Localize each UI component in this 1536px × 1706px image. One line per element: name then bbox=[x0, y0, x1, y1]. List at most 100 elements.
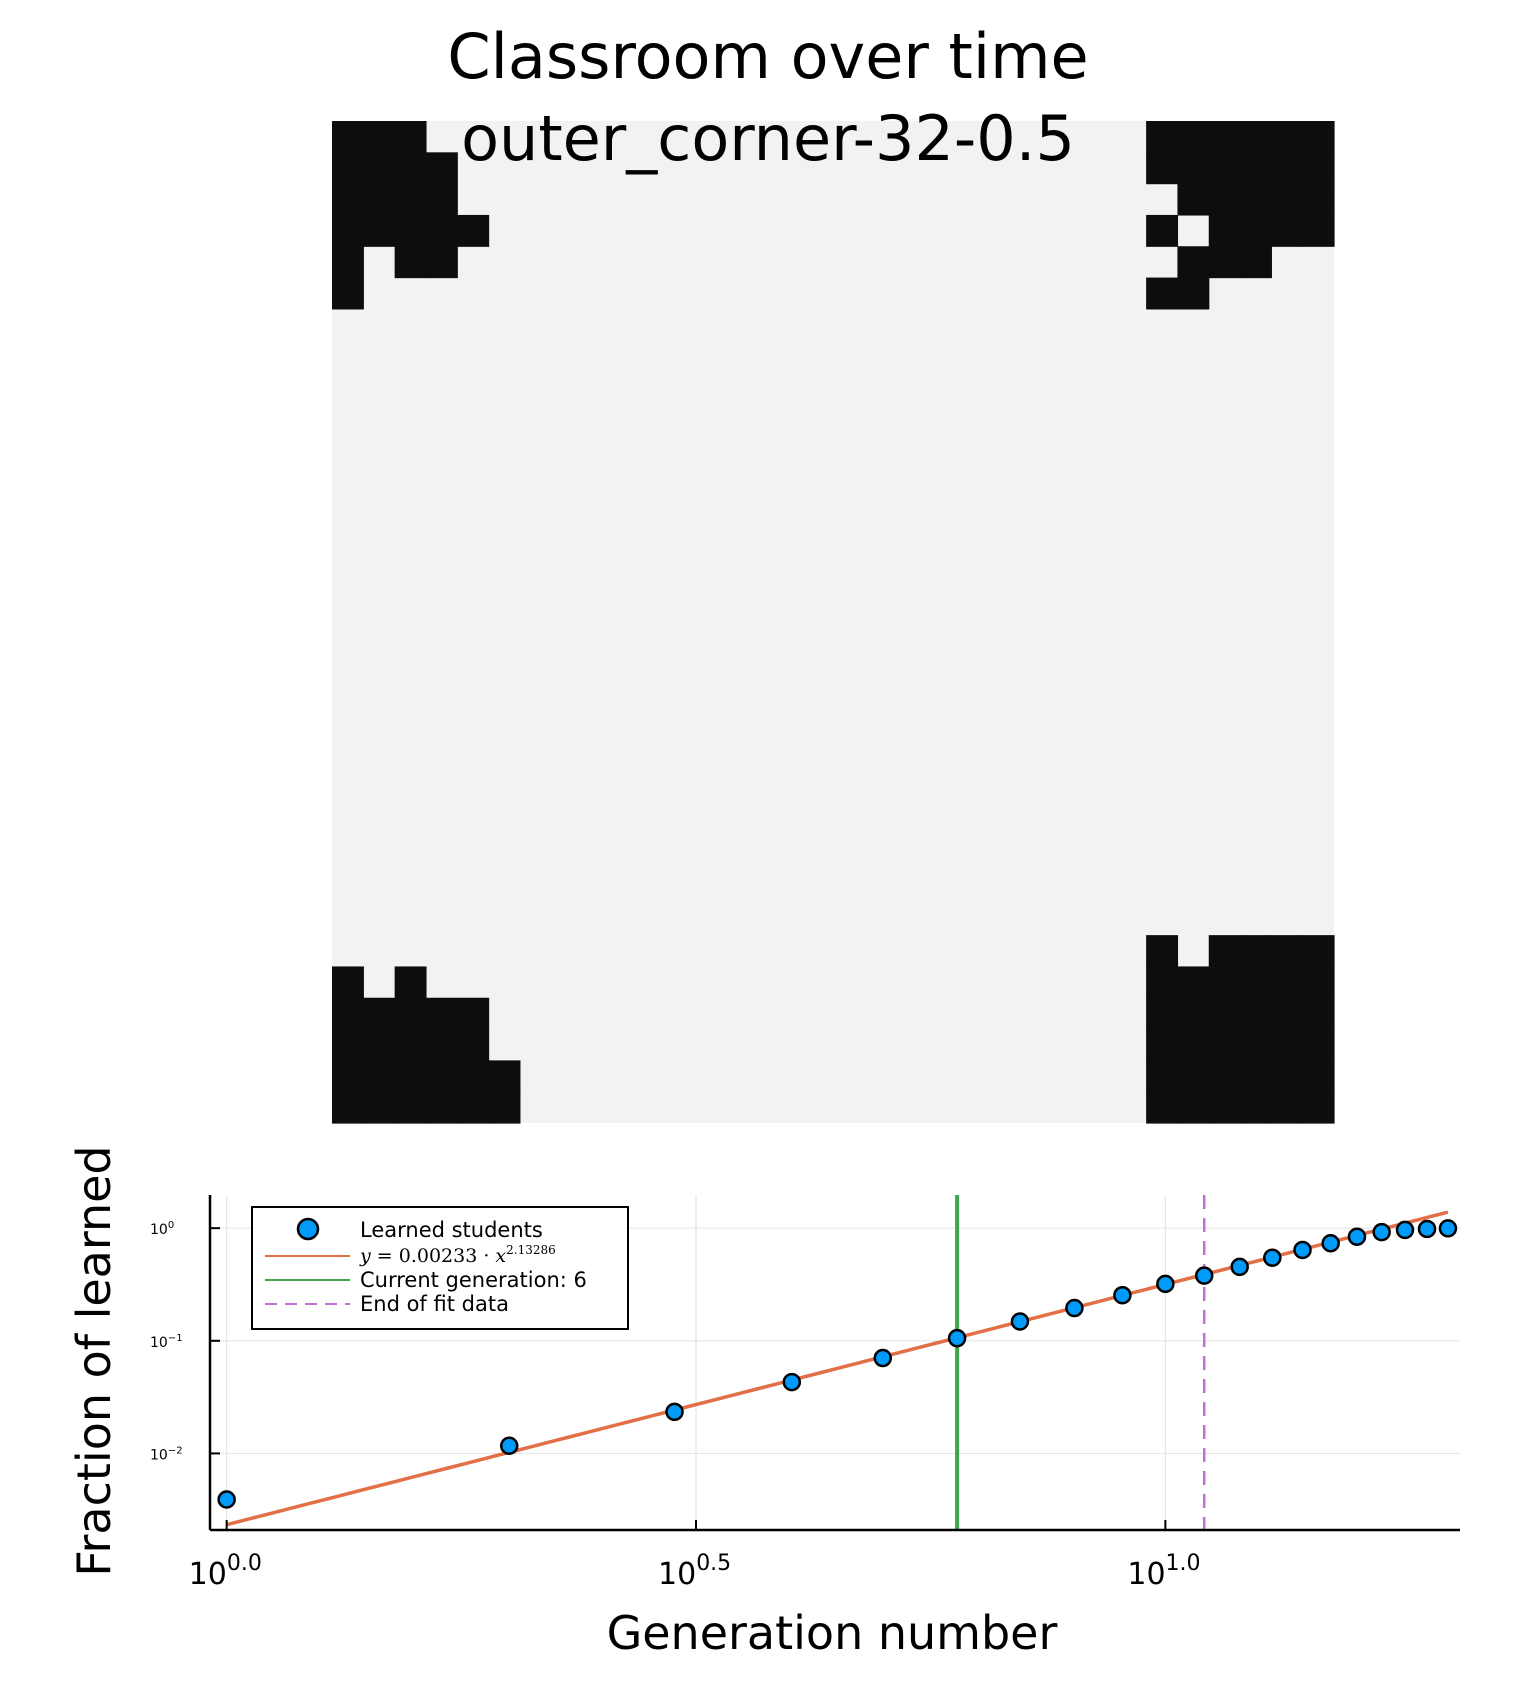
learned-cell bbox=[332, 152, 364, 185]
learned-cell bbox=[1208, 246, 1241, 279]
learned-cell bbox=[457, 1091, 490, 1124]
data-point bbox=[1263, 1248, 1282, 1267]
learned-cell bbox=[332, 121, 364, 153]
learned-cell bbox=[363, 997, 396, 1030]
legend-marker-learned bbox=[296, 1217, 320, 1241]
learned-cell bbox=[1302, 935, 1335, 968]
x-tick-label: 101.0 bbox=[1127, 1551, 1200, 1592]
data-point bbox=[1065, 1298, 1084, 1318]
learned-cell bbox=[1208, 935, 1241, 968]
data-point bbox=[1321, 1234, 1340, 1253]
learned-cell bbox=[425, 1029, 458, 1061]
learned-cell bbox=[1271, 152, 1304, 185]
learned-cell bbox=[457, 1029, 490, 1061]
learned-cell bbox=[1146, 214, 1179, 247]
learned-cell bbox=[1271, 183, 1304, 216]
learned-cell bbox=[1208, 1060, 1241, 1093]
learned-cell bbox=[1240, 1029, 1272, 1061]
learned-cell bbox=[1146, 997, 1179, 1030]
legend-label-learned: Learned students bbox=[360, 1218, 543, 1242]
learned-cell bbox=[1240, 997, 1272, 1030]
learned-cell bbox=[425, 997, 458, 1030]
data-point bbox=[1372, 1222, 1391, 1242]
legend-label-fit: y = 0.00233 · x2.13286 bbox=[359, 1243, 556, 1267]
y-axis-label: Fraction of learned bbox=[67, 1145, 121, 1576]
learned-cell bbox=[1271, 935, 1304, 968]
learned-cell bbox=[332, 1060, 364, 1093]
x-tick-labels: 100.0 100.5 101.0 bbox=[189, 1551, 1201, 1592]
series-layer bbox=[217, 1195, 1458, 1530]
learned-cell bbox=[1146, 152, 1179, 185]
learned-cell bbox=[394, 1060, 427, 1093]
learned-cell bbox=[1146, 1029, 1179, 1061]
data-point bbox=[1417, 1219, 1437, 1239]
learned-cell bbox=[1271, 1091, 1304, 1124]
learned-cell bbox=[1208, 183, 1241, 216]
learned-cell bbox=[1208, 1091, 1241, 1124]
y-tick-label: 10−2 bbox=[150, 1445, 183, 1463]
data-point bbox=[665, 1402, 684, 1422]
learned-cell bbox=[394, 997, 427, 1030]
learned-cell bbox=[488, 1091, 521, 1124]
learned-cell bbox=[1271, 1060, 1304, 1093]
learned-cell bbox=[1302, 997, 1335, 1030]
learned-cell bbox=[394, 966, 427, 999]
data-point bbox=[1194, 1266, 1214, 1285]
learned-cell bbox=[1177, 121, 1210, 153]
learned-cell bbox=[425, 246, 458, 279]
learned-cell bbox=[394, 121, 427, 153]
learned-cell bbox=[363, 121, 396, 153]
data-point bbox=[1438, 1219, 1458, 1238]
learned-cell bbox=[363, 214, 396, 247]
learned-cell bbox=[1177, 997, 1210, 1030]
learned-cell bbox=[1208, 121, 1241, 153]
data-point bbox=[1156, 1274, 1175, 1294]
learned-cell bbox=[1302, 152, 1335, 185]
learned-cell bbox=[1208, 997, 1241, 1030]
learned-cell bbox=[425, 183, 458, 216]
learned-cell bbox=[1240, 214, 1272, 247]
learned-cell bbox=[1271, 121, 1304, 153]
learned-cell bbox=[457, 997, 490, 1030]
learned-cell bbox=[1302, 1029, 1335, 1061]
learned-cell bbox=[394, 246, 427, 279]
learned-cell bbox=[457, 214, 490, 247]
learned-cell bbox=[1146, 966, 1179, 999]
learned-cell bbox=[1240, 121, 1272, 153]
learned-cell bbox=[425, 214, 458, 247]
learned-cell bbox=[1146, 121, 1179, 153]
y-tick-label: 10−1 bbox=[150, 1333, 183, 1351]
learned-cell bbox=[394, 152, 427, 185]
learned-cell bbox=[1240, 966, 1272, 999]
fraction-plot: 100.0 100.5 101.0 100 10−1 10−2 Learned stud… bbox=[150, 1195, 1460, 1592]
learned-cell bbox=[1302, 121, 1335, 153]
data-point bbox=[1113, 1285, 1132, 1305]
learned-cell bbox=[425, 1060, 458, 1093]
learned-cell bbox=[425, 1091, 458, 1124]
x-tick-label: 100.5 bbox=[658, 1551, 731, 1592]
learned-cell bbox=[1240, 246, 1272, 279]
learned-cell bbox=[457, 1060, 490, 1093]
data-point bbox=[1293, 1240, 1312, 1260]
learned-cell bbox=[332, 997, 364, 1030]
learned-cell bbox=[1177, 1091, 1210, 1124]
data-point bbox=[499, 1436, 519, 1455]
learned-cell bbox=[394, 214, 427, 247]
learned-cell bbox=[332, 1029, 364, 1061]
learned-cell bbox=[425, 152, 458, 185]
learned-cell bbox=[332, 277, 364, 310]
learned-cell bbox=[394, 1029, 427, 1061]
plot-axes bbox=[208, 1195, 1460, 1532]
learned-cell bbox=[363, 1060, 396, 1093]
y-tick-labels: 100 10−1 10−2 bbox=[150, 1220, 183, 1463]
learned-cell bbox=[1302, 183, 1335, 216]
learned-cell bbox=[363, 1029, 396, 1061]
data-point bbox=[1010, 1312, 1030, 1331]
learned-cell bbox=[1271, 966, 1304, 999]
learned-cell bbox=[332, 183, 364, 216]
data-point bbox=[1230, 1257, 1249, 1277]
data-point bbox=[1347, 1227, 1367, 1246]
learned-cell bbox=[1208, 966, 1241, 999]
learned-cell bbox=[332, 214, 364, 247]
learned-cell bbox=[394, 1091, 427, 1124]
